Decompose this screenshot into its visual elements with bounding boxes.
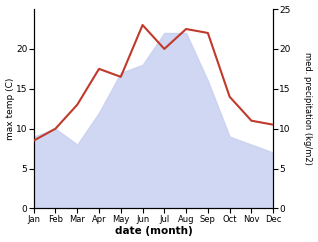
X-axis label: date (month): date (month) [114, 227, 192, 236]
Y-axis label: max temp (C): max temp (C) [5, 77, 15, 140]
Y-axis label: med. precipitation (kg/m2): med. precipitation (kg/m2) [303, 52, 313, 165]
